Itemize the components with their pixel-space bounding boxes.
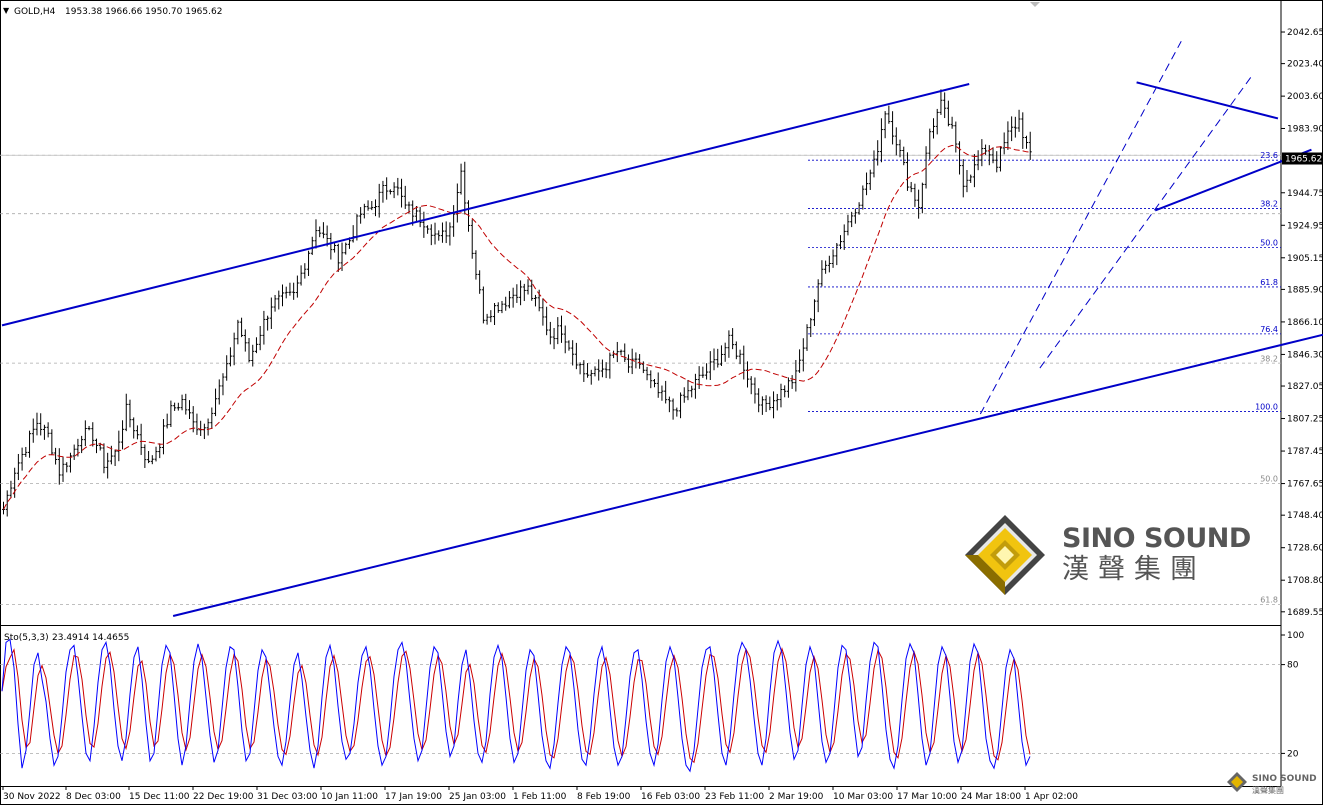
price-tick-label: 1728.60 xyxy=(1287,544,1323,554)
price-tick-label: 1689.55 xyxy=(1287,608,1323,618)
fib-level-label: 76.4 xyxy=(1260,325,1278,334)
small-logo-en: SINO SOUND xyxy=(1252,774,1317,784)
ohlc-values: 1953.38 1966.66 1950.70 1965.62 xyxy=(65,7,222,17)
trendline xyxy=(172,333,1323,617)
fibonacci-layer: 23.6 38.2 50.0 61.8 76.4 100.0 38.2 50.0 61.8 xyxy=(0,151,1281,754)
stoch-k-line xyxy=(1,638,1031,773)
price-tick-label: 1924.95 xyxy=(1287,221,1323,231)
time-tick-label: 1 Apr 02:00 xyxy=(1025,792,1078,802)
time-tick-label: 8 Feb 19:00 xyxy=(577,792,631,802)
time-tick-label: 30 Nov 2022 xyxy=(3,792,61,802)
price-tick-label: 1983.90 xyxy=(1287,124,1323,134)
price-tick-label: 1748.40 xyxy=(1287,511,1323,521)
time-tick-label: 24 Mar 18:00 xyxy=(961,792,1021,802)
stoch-d-line xyxy=(1,647,1031,764)
fib-level-label: 38.2 xyxy=(1260,354,1278,363)
sino-sound-logo: SINO SOUND 漢聲集團 xyxy=(965,515,1251,595)
time-tick-label: 16 Feb 03:00 xyxy=(641,792,700,802)
channel-line xyxy=(979,41,1182,415)
time-tick-label: 17 Mar 10:00 xyxy=(897,792,957,802)
price-tick-label: 2023.40 xyxy=(1287,60,1323,70)
symbol-label: GOLD,H4 xyxy=(14,7,56,17)
fib-level-label: 61.8 xyxy=(1260,278,1278,287)
stoch-tick-label: 80 xyxy=(1287,661,1299,671)
time-tick-label: 8 Dec 03:00 xyxy=(66,792,121,802)
moving-average-line xyxy=(3,144,1031,510)
trendline xyxy=(1136,81,1279,120)
small-logo-zh: 漢聲集團 xyxy=(1252,785,1284,795)
price-tick-label: 1807.25 xyxy=(1287,415,1323,425)
price-tick-label: 1827.05 xyxy=(1287,382,1323,392)
time-tick-label: 2 Mar 19:00 xyxy=(769,792,824,802)
time-tick-label: 22 Dec 19:00 xyxy=(193,792,254,802)
fib-level-label: 61.8 xyxy=(1260,596,1278,605)
time-tick-label: 1 Feb 11:00 xyxy=(513,792,567,802)
oscillator-name: Sto(5,3,3) xyxy=(4,633,49,643)
price-tick-label: 2042.65 xyxy=(1287,28,1323,38)
logo-text-en: SINO SOUND xyxy=(1062,523,1251,554)
scroll-marker-icon[interactable] xyxy=(1030,2,1040,7)
time-tick-label: 23 Feb 11:00 xyxy=(705,792,764,802)
time-tick-label: 10 Jan 11:00 xyxy=(321,792,378,802)
time-tick-label: 17 Jan 19:00 xyxy=(385,792,442,802)
moving-average-layer xyxy=(3,144,1031,510)
fib-level-label: 38.2 xyxy=(1260,199,1278,208)
price-tick-label: 1885.90 xyxy=(1287,285,1323,295)
price-tick-label: 1944.75 xyxy=(1287,189,1323,199)
fib-level-label: 23.6 xyxy=(1260,151,1278,160)
current-price-label: 1965.62 xyxy=(1285,155,1322,165)
candles-layer xyxy=(2,89,1032,517)
menu-arrow-icon[interactable]: ▼ xyxy=(3,6,10,15)
time-tick-label: 25 Jan 03:00 xyxy=(449,792,506,802)
time-tick-label: 10 Mar 03:00 xyxy=(833,792,893,802)
stoch-tick-label: 20 xyxy=(1287,749,1299,759)
price-axis-labels: 2042.65 2023.40 2003.60 1983.90 1944.75 1924.… xyxy=(1281,28,1323,759)
fib-level-label: 50.0 xyxy=(1260,238,1278,247)
time-tick-label: 31 Dec 03:00 xyxy=(257,792,318,802)
sino-sound-small-logo: SINO SOUND 漢聲集團 xyxy=(1227,772,1317,795)
time-axis-labels: 30 Nov 2022 8 Dec 03:00 15 Dec 11:00 22 Dec… xyxy=(2,786,1078,802)
price-tick-label: 1905.15 xyxy=(1287,254,1323,264)
stoch-tick-label: 100 xyxy=(1287,631,1304,641)
price-tick-label: 2003.60 xyxy=(1287,92,1323,102)
price-tick-label: 1767.65 xyxy=(1287,480,1323,490)
price-tick-label: 1787.45 xyxy=(1287,447,1323,457)
oscillator-values: 23.4914 14.4655 xyxy=(52,633,129,643)
price-tick-label: 1708.80 xyxy=(1287,576,1323,586)
current-price-tag: 1965.62 xyxy=(1282,152,1322,165)
stochastic-layer xyxy=(1,638,1031,773)
time-tick-label: 15 Dec 11:00 xyxy=(129,792,190,802)
trendline xyxy=(1,83,970,327)
channel-line xyxy=(1039,75,1253,369)
logo-text-zh: 漢聲集團 xyxy=(1062,554,1206,585)
fib-level-label: 100.0 xyxy=(1255,403,1278,412)
price-tick-label: 1846.30 xyxy=(1287,350,1323,360)
price-tick-label: 1866.10 xyxy=(1287,318,1323,328)
fib-level-label: 50.0 xyxy=(1260,475,1278,484)
